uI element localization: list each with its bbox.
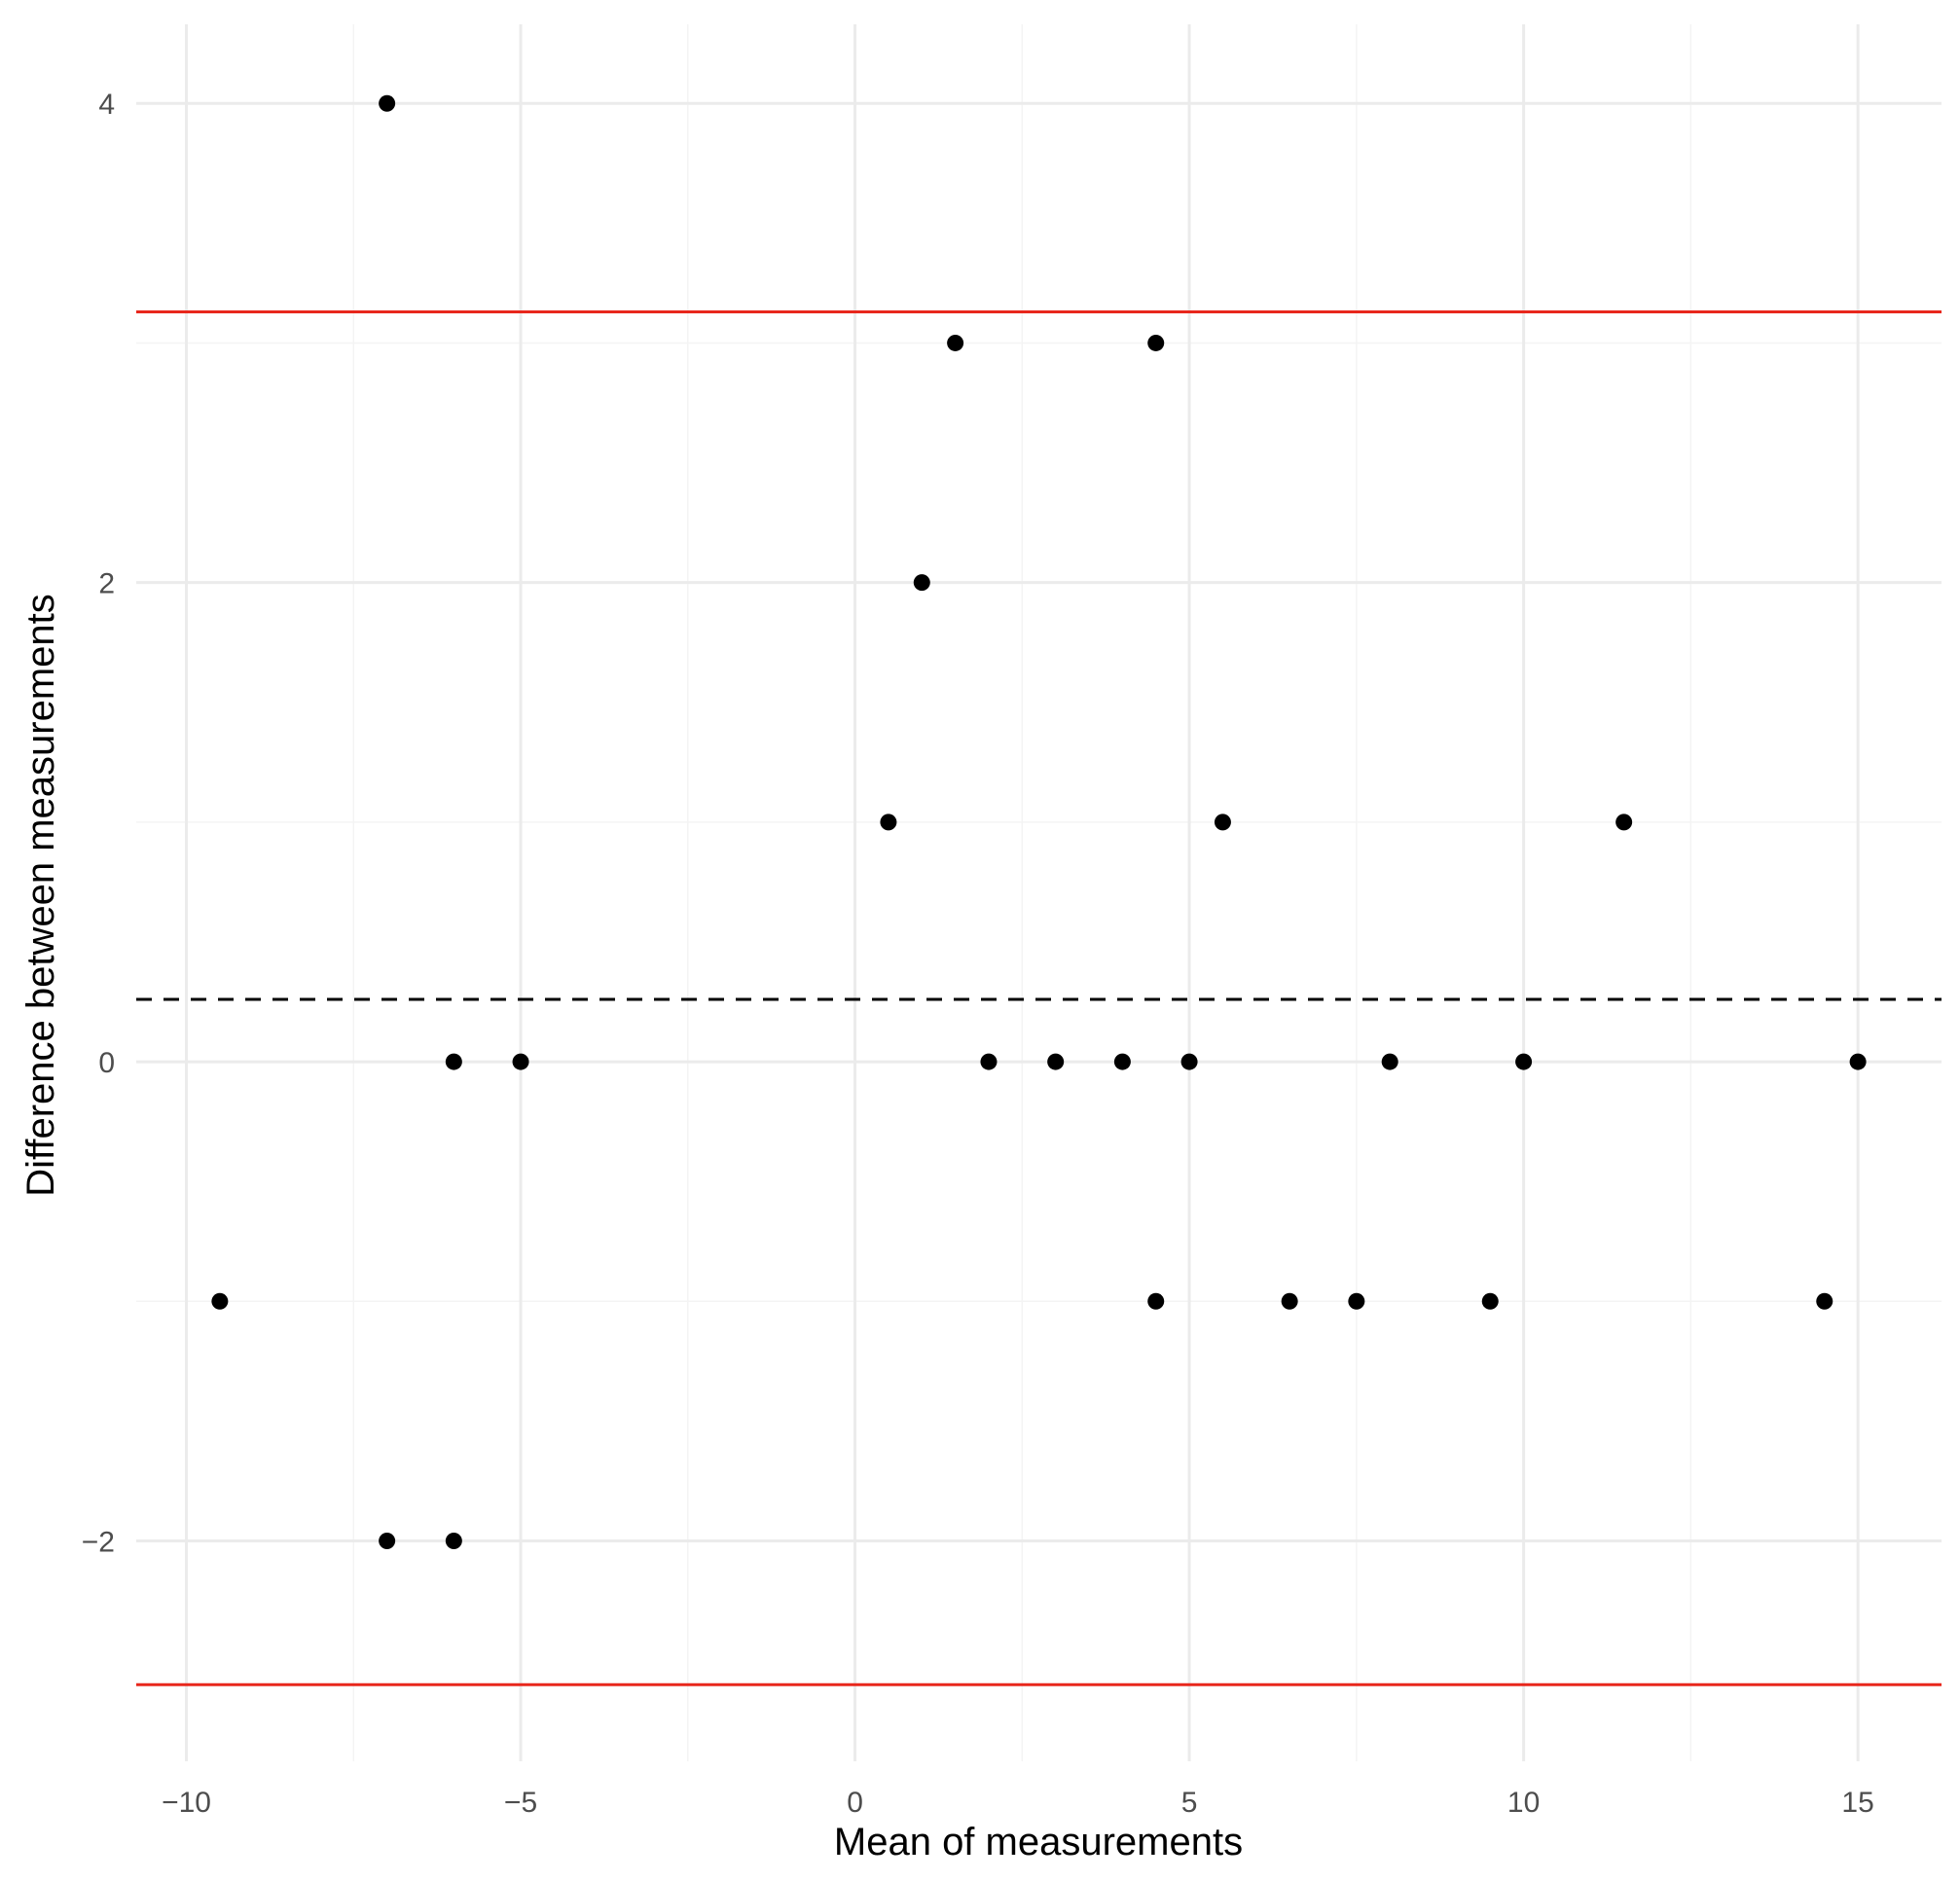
data-point: [1348, 1292, 1365, 1310]
data-point: [1113, 1053, 1131, 1070]
y-tick-label: 4: [98, 89, 115, 121]
data-point: [1047, 1053, 1065, 1070]
x-tick-label: −5: [504, 1787, 537, 1819]
data-point: [1515, 1053, 1533, 1070]
data-point: [947, 334, 964, 351]
x-tick-label: 10: [1507, 1787, 1540, 1819]
data-point: [379, 94, 396, 112]
x-axis-title: Mean of measurements: [834, 1821, 1243, 1863]
data-point: [1147, 334, 1165, 351]
data-point: [1816, 1292, 1833, 1310]
x-tick-label: 5: [1181, 1787, 1198, 1819]
data-point: [1615, 814, 1633, 831]
data-point: [913, 574, 930, 592]
x-tick-label: 15: [1841, 1787, 1873, 1819]
data-point: [445, 1532, 462, 1549]
data-point: [1281, 1292, 1298, 1310]
data-point: [1180, 1053, 1198, 1070]
x-tick-label: 0: [847, 1787, 863, 1819]
data-point: [211, 1292, 229, 1310]
data-point: [1381, 1053, 1398, 1070]
data-points: [211, 94, 1867, 1549]
y-tick-label: 0: [98, 1047, 115, 1079]
data-point: [1147, 1292, 1165, 1310]
x-tick-label: −10: [162, 1787, 211, 1819]
data-point: [1481, 1292, 1499, 1310]
data-point: [980, 1053, 998, 1070]
data-point: [512, 1053, 529, 1070]
y-tick-label: 2: [98, 568, 115, 600]
y-axis-title: Difference between measurements: [19, 594, 62, 1197]
data-point: [880, 814, 897, 831]
major-gridlines: [136, 24, 1942, 1761]
data-point: [379, 1532, 396, 1549]
x-axis-ticks: −10 −5 0 5 10 15: [162, 1787, 1874, 1819]
data-point: [445, 1053, 462, 1070]
y-tick-label: −2: [82, 1526, 115, 1558]
y-axis-ticks: −2 0 2 4: [82, 89, 115, 1558]
minor-gridlines: [136, 24, 1942, 1761]
reference-lines: [136, 309, 1942, 1686]
data-point: [1214, 814, 1231, 831]
data-point: [1849, 1053, 1867, 1070]
